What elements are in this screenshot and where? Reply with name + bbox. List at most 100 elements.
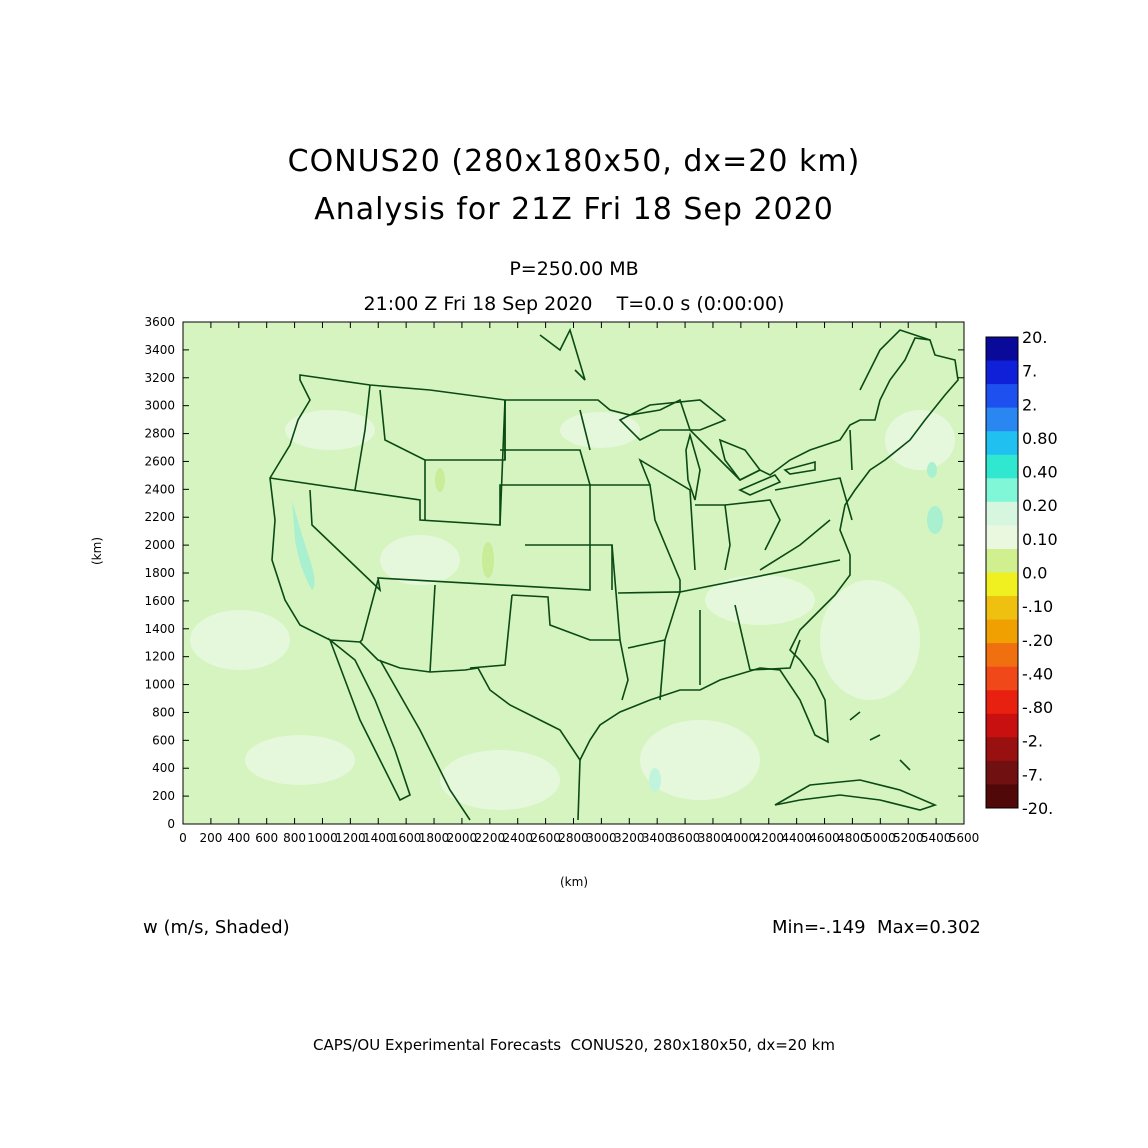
y-tick-label: 3600 xyxy=(144,315,175,329)
field-negative-patch xyxy=(435,468,445,492)
y-tick-label: 1000 xyxy=(144,678,175,692)
y-tick-label: 1400 xyxy=(144,622,175,636)
footer-credit: CAPS/OU Experimental Forecasts CONUS20, … xyxy=(313,1036,835,1054)
x-tick-label: 1800 xyxy=(419,831,450,845)
lake-huron xyxy=(718,438,762,482)
y-tick-label: 3200 xyxy=(144,371,175,385)
state-line xyxy=(734,604,751,671)
state-line xyxy=(759,519,831,571)
colorbar-swatch xyxy=(986,360,1018,385)
state-line xyxy=(638,458,696,571)
title-line-2: Analysis for 21Z Fri 18 Sep 2020 xyxy=(314,192,834,227)
min-max-label: Min=-.149 Max=0.302 xyxy=(772,917,981,938)
colorbar-swatch xyxy=(986,454,1018,479)
field-positive-patch xyxy=(927,462,937,478)
x-tick-label: 4000 xyxy=(726,831,757,845)
colorbar-label: 20. xyxy=(1022,328,1047,347)
lake-ontario xyxy=(783,460,816,475)
field-positive-patch xyxy=(649,768,661,792)
field-patch xyxy=(285,410,375,450)
y-tick-labels: 0 200 400 600 800 1000 1200 1400 1600 1800 2000 220… xyxy=(144,315,175,831)
field-patch xyxy=(560,412,640,448)
colorbar-label: -2. xyxy=(1022,732,1043,751)
colorbar-label: 7. xyxy=(1022,362,1037,381)
y-tick-label: 200 xyxy=(152,789,175,803)
colorbar-swatch xyxy=(986,501,1018,526)
x-tick-label: 3200 xyxy=(614,831,645,845)
baja xyxy=(328,637,411,802)
y-tick-label: 600 xyxy=(152,733,175,747)
state-line xyxy=(511,594,629,701)
canada-coast xyxy=(859,329,931,391)
colorbar-swatch xyxy=(986,713,1018,738)
state-line xyxy=(724,499,781,551)
colorbar-swatch xyxy=(986,525,1018,550)
colorbar-label: 0.0 xyxy=(1022,564,1047,583)
x-tick-label: 2000 xyxy=(447,831,478,845)
pressure-level: P=250.00 MB xyxy=(509,258,639,280)
y-tick-label: 800 xyxy=(152,705,175,719)
x-tick-label: 3600 xyxy=(670,831,701,845)
field-positive-patch xyxy=(927,506,943,534)
state-line xyxy=(749,639,801,671)
axis-ticks xyxy=(182,321,965,825)
field-patch xyxy=(190,610,290,670)
state-line xyxy=(309,484,591,593)
x-tick-label: 1000 xyxy=(307,831,338,845)
x-tick-label: 2600 xyxy=(530,831,561,845)
field-patch xyxy=(380,535,460,585)
lake-erie xyxy=(738,474,782,496)
colorbar-swatch xyxy=(986,548,1018,573)
state-line xyxy=(679,559,841,593)
y-tick-label: 2000 xyxy=(144,538,175,552)
x-tick-label: 800 xyxy=(283,831,306,845)
field-patch xyxy=(705,575,815,625)
x-tick-label: 0 xyxy=(179,831,187,845)
field-positive-patch xyxy=(292,500,315,590)
colorbar-label: -.20 xyxy=(1022,631,1053,650)
x-axis-label: (km) xyxy=(560,875,589,889)
colorbar-swatch xyxy=(986,737,1018,762)
colorbar-label: -.80 xyxy=(1022,698,1053,717)
field-patch xyxy=(885,410,955,470)
x-tick-label: 5200 xyxy=(893,831,924,845)
x-tick-label: 3400 xyxy=(642,831,673,845)
state-line xyxy=(590,484,681,592)
state-line xyxy=(617,591,682,649)
y-axis-label: (km) xyxy=(90,536,104,565)
x-tick-label: 4200 xyxy=(753,831,784,845)
colorbar-label: -7. xyxy=(1022,765,1043,784)
colorbar-label: -20. xyxy=(1022,799,1053,818)
variable-label: w (m/s, Shaded) xyxy=(143,917,290,938)
colorbar-swatch xyxy=(986,478,1018,503)
x-tick-label: 200 xyxy=(199,831,222,845)
valid-time: 21:00 Z Fri 18 Sep 2020 T=0.0 s (0:00:00… xyxy=(363,293,785,315)
boundaries xyxy=(269,327,959,821)
x-tick-label: 2800 xyxy=(558,831,589,845)
x-tick-label: 1600 xyxy=(391,831,422,845)
bahamas xyxy=(849,711,911,771)
x-tick-label: 1200 xyxy=(335,831,366,845)
state-line xyxy=(774,477,853,521)
y-tick-label: 1800 xyxy=(144,566,175,580)
colorbar-swatch xyxy=(986,760,1018,785)
y-tick-label: 1600 xyxy=(144,594,175,608)
state-line xyxy=(579,409,591,451)
colorbar-label: -.10 xyxy=(1022,597,1053,616)
colorbar-swatch xyxy=(986,407,1018,432)
field-patch xyxy=(385,552,405,568)
colorbar-swatch xyxy=(986,431,1018,456)
colorbar-swatch xyxy=(986,596,1018,621)
colorbar: 20. 7. 2. 0.80 0.40 0.20 0.10 0.0 -.10 -.20 -.40 -.… xyxy=(985,328,1058,818)
mexico-coast xyxy=(379,659,471,821)
colorbar-swatch xyxy=(986,666,1018,691)
y-tick-label: 3000 xyxy=(144,399,175,413)
colorbar-swatch xyxy=(986,784,1018,809)
field-patch xyxy=(245,735,355,785)
state-line xyxy=(849,429,853,471)
mexico-coast xyxy=(577,759,581,821)
x-tick-label: 400 xyxy=(227,831,250,845)
title-line-1: CONUS20 (280x180x50, dx=20 km) xyxy=(287,144,861,179)
x-tick-labels: 0 200 400 600 800 100012001400160018002000220… xyxy=(179,831,979,845)
